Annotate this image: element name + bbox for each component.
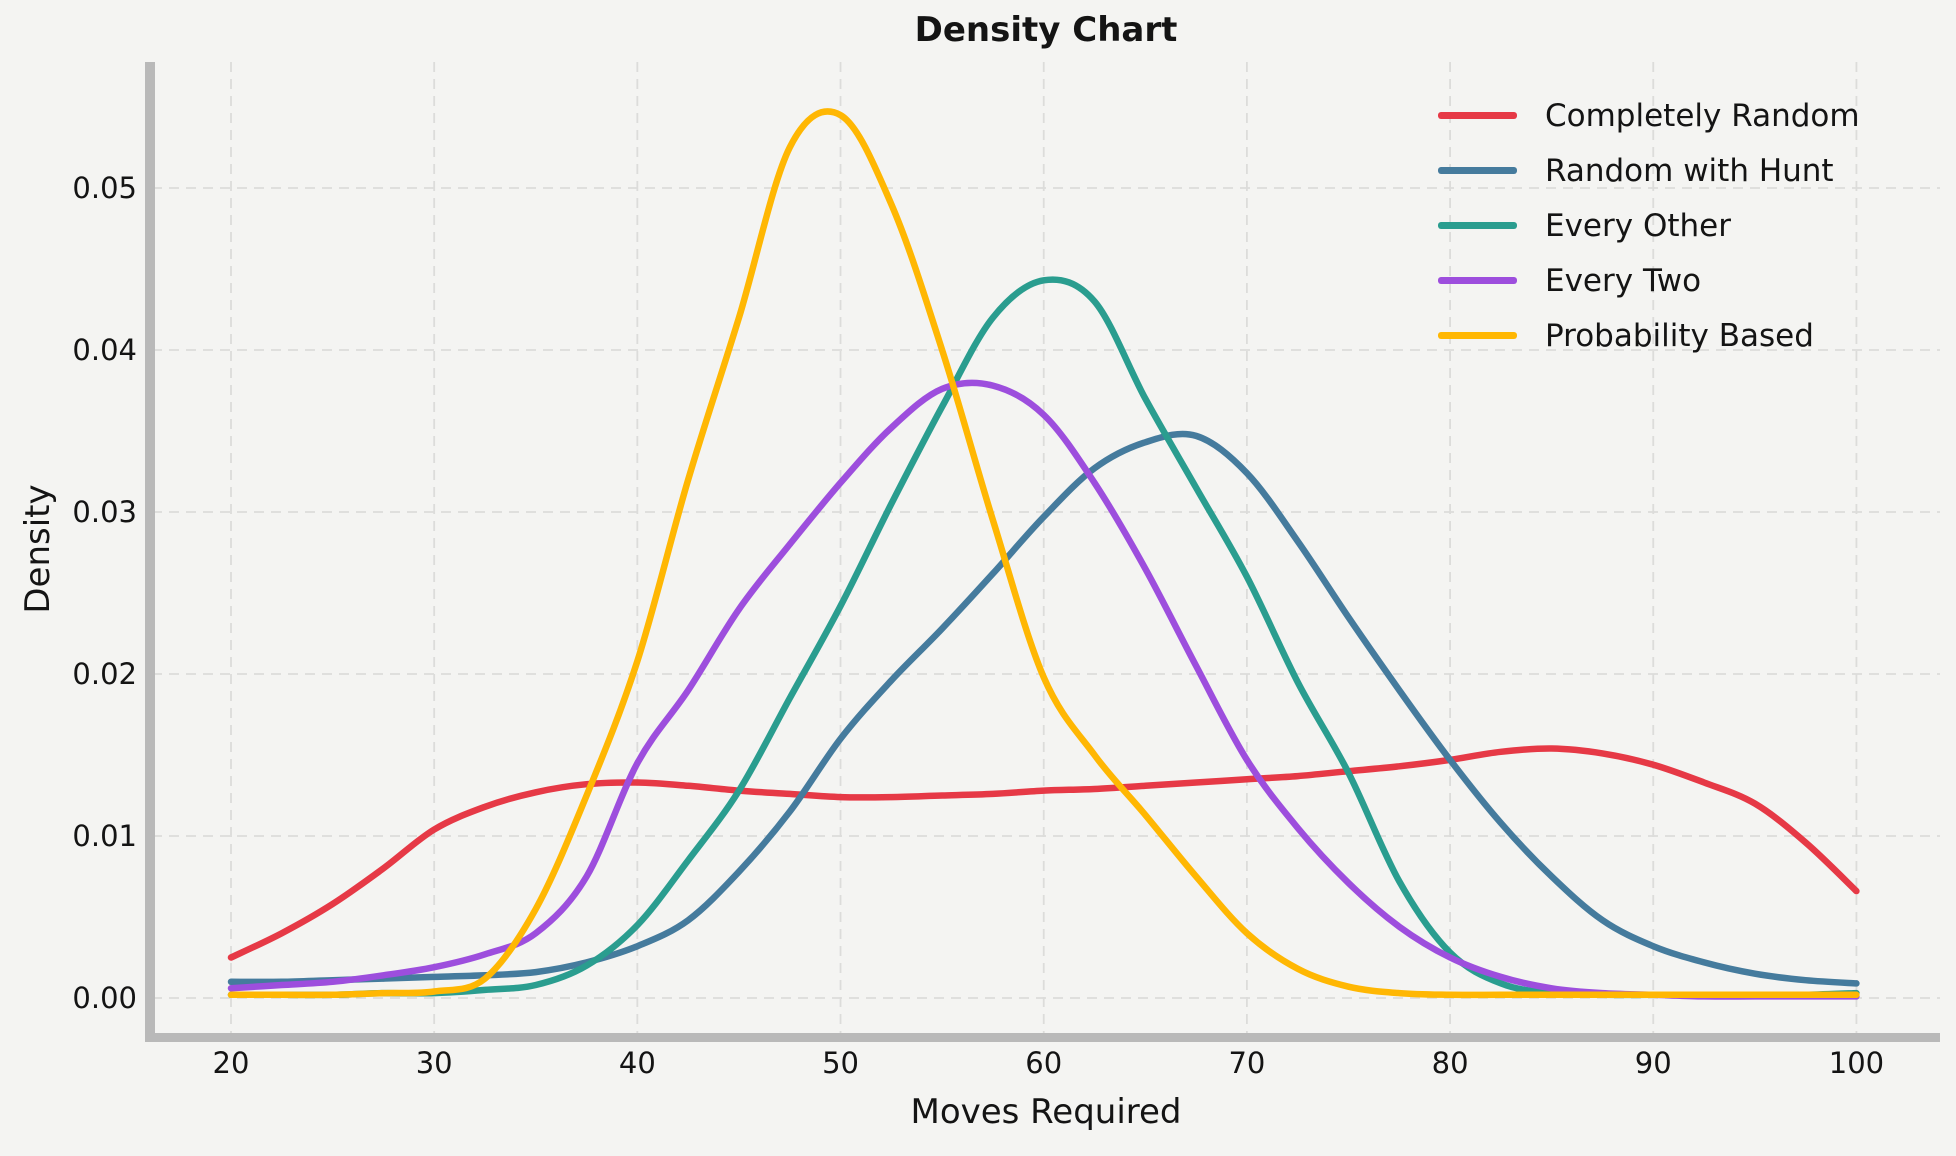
- legend-label: Completely Random: [1545, 97, 1860, 134]
- y-tick-label: 0.02: [72, 657, 137, 691]
- y-tick-label: 0.00: [72, 981, 137, 1015]
- legend-swatch-icon: [1438, 332, 1517, 339]
- legend-label: Random with Hunt: [1545, 152, 1834, 189]
- legend-item: Probability Based: [1438, 308, 1860, 363]
- x-axis-spine: [145, 1033, 1940, 1042]
- legend-item: Completely Random: [1438, 88, 1860, 143]
- x-tick-label: 30: [416, 1046, 453, 1080]
- x-tick-label: 40: [619, 1046, 656, 1080]
- x-tick-label: 50: [822, 1046, 859, 1080]
- legend-item: Every Two: [1438, 253, 1860, 308]
- series-line-probability-based: [227, 108, 1860, 999]
- legend: Completely Random Random with Hunt Every O…: [1438, 88, 1860, 363]
- y-axis-spine: [145, 62, 155, 1042]
- series-line-every-two: [227, 379, 1860, 1000]
- legend-swatch-icon: [1438, 112, 1517, 119]
- y-tick-label: 0.04: [72, 333, 137, 367]
- legend-label: Every Two: [1545, 262, 1702, 299]
- y-tick-label: 0.03: [72, 495, 137, 529]
- x-tick-label: 20: [213, 1046, 250, 1080]
- x-tick-label: 100: [1829, 1046, 1884, 1080]
- x-tick-label: 80: [1432, 1046, 1469, 1080]
- x-axis-label: Moves Required: [910, 1092, 1182, 1132]
- legend-swatch-icon: [1438, 222, 1517, 229]
- legend-label: Every Other: [1545, 207, 1731, 244]
- x-tick-label: 60: [1025, 1046, 1062, 1080]
- chart-title: Density Chart: [914, 10, 1178, 50]
- y-axis-label: Density: [18, 484, 58, 614]
- y-tick-label: 0.01: [72, 819, 137, 853]
- legend-item: Every Other: [1438, 198, 1860, 253]
- series-line-completely-random: [227, 745, 1860, 961]
- y-tick-label: 0.05: [72, 171, 137, 205]
- x-tick-label: 70: [1228, 1046, 1265, 1080]
- legend-swatch-icon: [1438, 167, 1517, 174]
- legend-swatch-icon: [1438, 277, 1517, 284]
- series-line-random-with-hunt: [227, 430, 1860, 987]
- x-tick-label: 90: [1635, 1046, 1672, 1080]
- legend-item: Random with Hunt: [1438, 143, 1860, 198]
- legend-label: Probability Based: [1545, 317, 1814, 354]
